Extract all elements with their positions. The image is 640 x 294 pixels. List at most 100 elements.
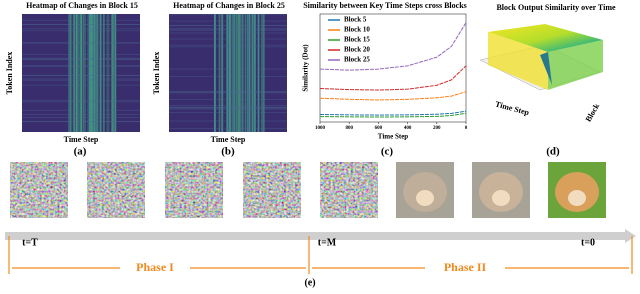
surface (488, 24, 603, 52)
heatmap-streak (235, 14, 237, 132)
dog-face (568, 190, 586, 206)
heatmap-streak (226, 14, 228, 132)
caption: (e) (304, 277, 315, 288)
heatmap-streak (103, 14, 105, 132)
heatmap-streak (169, 107, 287, 108)
legend-label: Block 25 (344, 56, 370, 64)
line (319, 22, 467, 71)
noise-image (243, 162, 301, 218)
heatmap-streak (238, 14, 239, 132)
heatmap-streak (263, 14, 265, 132)
heatmap-streak (233, 14, 235, 132)
caption: (a) (74, 146, 87, 158)
heatmap-streak (80, 14, 83, 132)
phase-label: Phase II (444, 260, 487, 274)
heatmap-streak (233, 14, 236, 132)
heatmap-streak (218, 14, 220, 132)
heatmap-streak (169, 76, 287, 77)
dog-face (416, 190, 434, 206)
plot-frame (319, 13, 467, 123)
heatmap-streak (242, 14, 244, 132)
heatmap-streak (169, 106, 287, 108)
heatmap-streak (254, 14, 256, 132)
x-label: Time Step (64, 135, 99, 144)
line (319, 112, 467, 118)
heatmap-streak (169, 38, 287, 40)
heatmap-streak (214, 14, 216, 132)
heatmap-streak (22, 65, 140, 66)
heatmap-streak (262, 14, 265, 132)
heatmap-streak (107, 14, 109, 132)
heatmap-streak (251, 14, 253, 132)
line (319, 110, 467, 116)
line (319, 65, 467, 91)
heatmap-streak (247, 14, 249, 132)
x-label: Time Step (378, 133, 409, 141)
caption: (c) (381, 146, 394, 158)
heatmap-streak (92, 14, 94, 132)
heatmap-streak (169, 25, 287, 27)
time-arrow (5, 229, 636, 243)
heatmap-streak (237, 14, 239, 132)
x-tick-label: 600 (375, 126, 383, 131)
surface (548, 40, 603, 90)
heatmap-streak (70, 14, 73, 132)
heatmap-streak (232, 14, 234, 132)
heatmap-streak (169, 112, 287, 113)
heatmap-streak (78, 14, 81, 132)
heatmap-streak (169, 108, 287, 110)
x-tick-label: 200 (433, 126, 441, 131)
heatmap-streak (249, 14, 251, 132)
noise-image (10, 162, 68, 218)
legend-label: Block 5 (344, 16, 367, 24)
heatmap-streak (89, 14, 91, 132)
heatmap-streak (22, 75, 140, 76)
heatmap-streak (94, 14, 96, 132)
heatmap-streak (238, 14, 240, 132)
heatmap-streak (22, 58, 140, 60)
heatmap-streak (22, 42, 140, 44)
title: Heatmap of Changes in Block 25 (173, 1, 285, 10)
heatmap-streak (73, 14, 76, 132)
x-label: Time Step (211, 135, 246, 144)
title: Block Output Similarity over Time (496, 3, 616, 12)
heatmap-streak (22, 28, 140, 30)
heatmap-streak (93, 14, 95, 132)
heatmap-streak (251, 14, 254, 132)
heatmap-streak (236, 14, 238, 132)
heatmap-streak (22, 121, 140, 122)
heatmap-streak (22, 100, 140, 102)
heatmap-streak (228, 14, 231, 132)
heatmap-streak (70, 14, 72, 132)
heatmap-streak (218, 14, 220, 132)
heatmap-streak (22, 79, 140, 81)
heatmap-streak (169, 32, 287, 34)
heatmap-streak (234, 14, 236, 132)
heatmap-streak (263, 14, 265, 132)
heatmap-streak (236, 14, 239, 132)
x-tick-label: 1000 (315, 126, 326, 131)
heatmap-streak (97, 14, 99, 132)
heatmap-streak (169, 92, 287, 94)
heatmap-streak (22, 66, 140, 67)
x-tick-label: 800 (345, 126, 353, 131)
noise-image (320, 162, 378, 218)
heatmap-streak (99, 14, 101, 132)
heatmap-streak (93, 14, 95, 132)
heatmap-streak (75, 14, 77, 132)
line (319, 91, 467, 101)
heatmap-streak (253, 14, 255, 132)
heatmap-streak (257, 14, 260, 132)
heatmap-streak (22, 114, 140, 116)
heatmap-streak (169, 91, 287, 92)
heatmap-streak (244, 14, 246, 132)
heatmap-streak (240, 14, 242, 132)
heatmap-streak (22, 23, 140, 25)
heatmap-streak (22, 30, 140, 32)
heatmap-streak (258, 14, 260, 132)
heatmap-streak (219, 14, 221, 132)
heatmap-streak (261, 14, 263, 132)
heatmap-streak (169, 25, 287, 26)
heatmap-streak (169, 107, 287, 109)
